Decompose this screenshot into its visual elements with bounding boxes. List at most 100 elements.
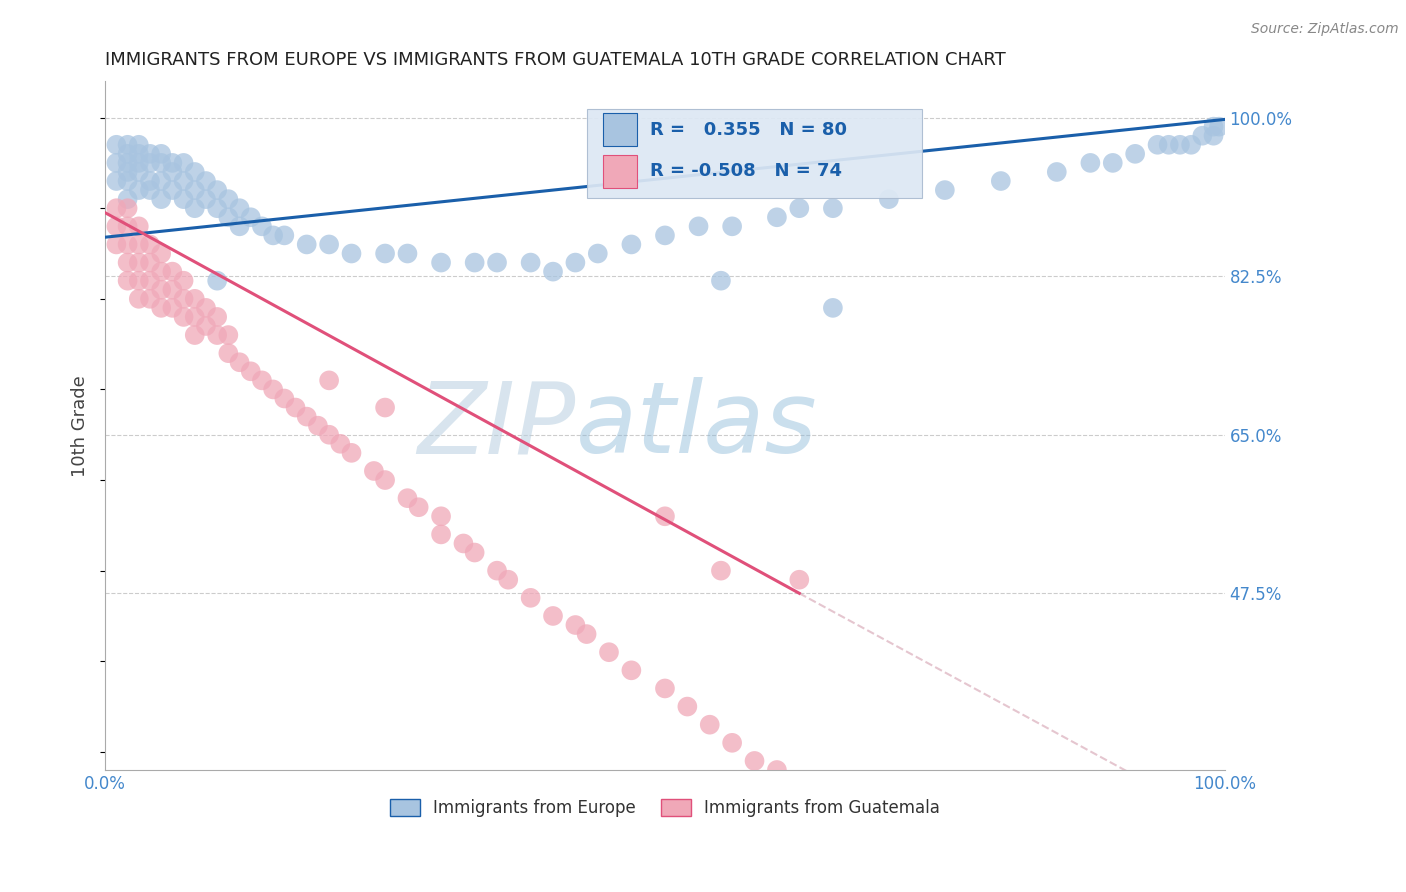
Point [541,609,564,624]
Point [139,174,162,188]
Point [1202,120,1225,134]
Point [173,274,195,288]
Text: R = -0.508   N = 74: R = -0.508 N = 74 [651,162,842,180]
Point [519,591,541,605]
Point [117,237,139,252]
Point [105,219,128,234]
Point [721,736,744,750]
Point [1208,120,1230,134]
Point [396,491,419,505]
Point [821,301,844,315]
Point [184,292,207,306]
Point [150,174,173,188]
Point [128,237,150,252]
Point [250,219,273,234]
Point [205,310,228,324]
Point [217,192,239,206]
Point [173,310,195,324]
Point [105,174,128,188]
Point [173,292,195,306]
Point [162,283,184,297]
Point [934,183,956,197]
Point [228,201,250,215]
Point [821,201,844,215]
Point [128,146,150,161]
Point [688,219,710,234]
Point [128,292,150,306]
Text: Source: ZipAtlas.com: Source: ZipAtlas.com [1251,22,1399,37]
Point [464,255,486,269]
Point [318,237,340,252]
Point [128,255,150,269]
Point [766,763,789,777]
Point [162,156,184,170]
Point [295,237,318,252]
Point [105,201,128,215]
Point [486,564,509,578]
Point [239,364,262,378]
Bar [603,154,637,187]
Bar [603,113,637,146]
Point [374,473,396,487]
Point [173,192,195,206]
Point [139,146,162,161]
Point [766,211,789,225]
Point [329,437,352,451]
Point [205,201,228,215]
Point [787,201,810,215]
Point [430,255,453,269]
Point [486,255,509,269]
Point [787,573,810,587]
Point [250,373,273,387]
Point [575,627,598,641]
Point [228,355,250,369]
Point [150,283,173,297]
Point [173,156,195,170]
Point [1202,128,1225,143]
Point [194,192,217,206]
Point [150,265,173,279]
Point [117,219,139,234]
Point [430,509,453,524]
Point [128,165,150,179]
Point [128,274,150,288]
Point [307,418,329,433]
Point [564,618,586,632]
Point [128,137,150,152]
Point [194,301,217,315]
Point [205,183,228,197]
Point [117,201,139,215]
Point [654,509,676,524]
Point [318,427,340,442]
Point [217,346,239,360]
Point [139,237,162,252]
Point [374,246,396,260]
Point [1080,156,1102,170]
Point [162,183,184,197]
Point [408,500,430,515]
Point [676,699,699,714]
Text: ZIP: ZIP [418,377,575,475]
Point [340,446,363,460]
Text: R =   0.355   N = 80: R = 0.355 N = 80 [651,121,848,139]
Point [184,310,207,324]
Point [194,174,217,188]
Point [150,246,173,260]
Point [184,165,207,179]
Point [139,156,162,170]
Point [162,165,184,179]
Point [105,156,128,170]
Point [105,237,128,252]
Point [541,265,564,279]
Point [150,146,173,161]
Point [117,174,139,188]
Point [496,573,519,587]
Point [194,318,217,333]
Point [363,464,385,478]
Point [117,156,139,170]
Point [128,156,150,170]
Point [340,246,363,260]
Point [598,645,620,659]
Point [710,564,733,578]
Point [128,219,150,234]
